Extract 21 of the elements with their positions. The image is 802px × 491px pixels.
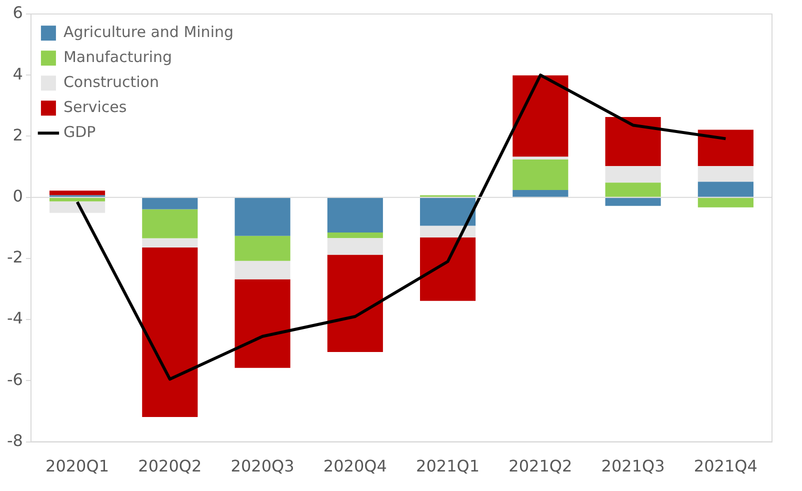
legend-label: Manufacturing (63, 48, 172, 66)
legend-label: Agriculture and Mining (63, 22, 234, 41)
legend-label: Construction (63, 72, 159, 91)
y-tick-label: -6 (7, 370, 23, 389)
y-tick-label: 0 (12, 186, 23, 206)
x-tick-label: 2021Q3 (601, 456, 665, 476)
x-tick-label: 2020Q4 (323, 456, 387, 476)
y-tick-label: -8 (7, 430, 23, 450)
x-tick-label: 2020Q2 (138, 456, 202, 476)
x-tick-label: 2021Q1 (416, 456, 480, 476)
y-tick-label: 4 (12, 64, 23, 84)
x-tick-label: 2021Q4 (694, 456, 758, 476)
x-tick-label: 2020Q3 (230, 456, 294, 476)
x-tick-label: 2020Q1 (46, 456, 110, 476)
x-tick-label: 2021Q2 (508, 456, 572, 476)
y-tick-label: 2 (12, 125, 23, 144)
y-tick-label: -2 (7, 248, 23, 267)
y-tick-label: 6 (12, 3, 23, 22)
y-tick-label: -4 (7, 308, 23, 328)
legend-label: Services (63, 98, 127, 116)
legend-label: GDP (63, 122, 96, 141)
